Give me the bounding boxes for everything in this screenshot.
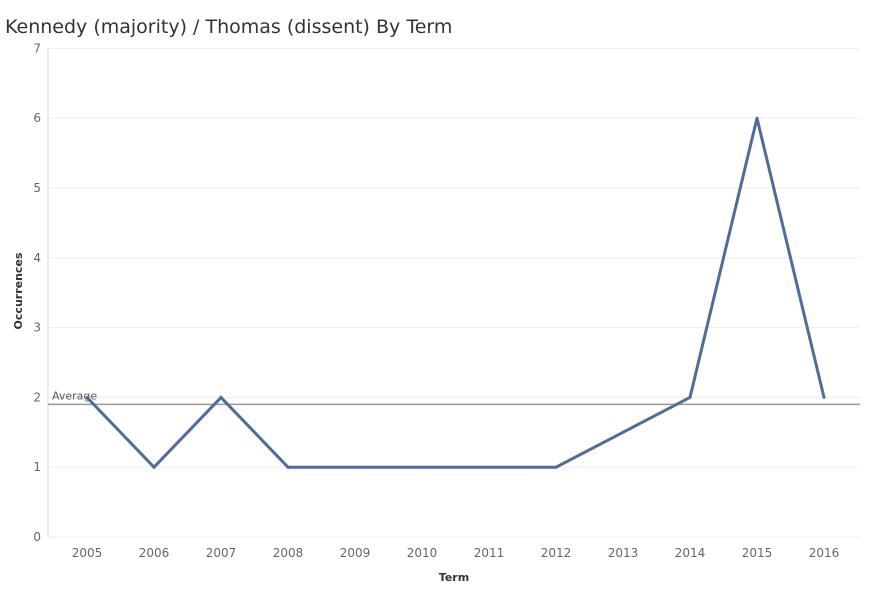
gridlines xyxy=(48,47,860,468)
y-axis-title: Occurrences xyxy=(12,252,25,329)
data-point[interactable] xyxy=(219,395,223,399)
x-tick-label: 2014 xyxy=(675,546,706,560)
x-tick-label: 2009 xyxy=(340,546,371,560)
data-point[interactable] xyxy=(353,465,357,469)
y-tick-label: 5 xyxy=(33,181,41,195)
y-tick-label: 4 xyxy=(33,251,41,265)
axes xyxy=(47,48,860,538)
x-tick-label: 2007 xyxy=(206,546,237,560)
x-tick-labels: 2005 2006 2007 2008 2009 2010 2011 2012 2013 2014… xyxy=(72,546,840,560)
data-point[interactable] xyxy=(822,395,826,399)
data-point[interactable] xyxy=(85,395,89,399)
data-point[interactable] xyxy=(420,465,424,469)
series-line xyxy=(85,117,826,470)
y-tick-label: 7 xyxy=(33,41,41,55)
y-tick-label: 6 xyxy=(33,111,41,125)
x-tick-label: 2006 xyxy=(139,546,170,560)
x-tick-label: 2016 xyxy=(809,546,840,560)
data-point[interactable] xyxy=(487,465,491,469)
data-point[interactable] xyxy=(554,465,558,469)
data-point[interactable] xyxy=(688,395,692,399)
y-tick-label: 1 xyxy=(33,460,41,474)
x-tick-label: 2010 xyxy=(407,546,438,560)
reference-line-group: Average xyxy=(48,389,860,406)
x-tick-label: 2013 xyxy=(608,546,639,560)
data-point[interactable] xyxy=(286,465,290,469)
x-tick-label: 2011 xyxy=(474,546,505,560)
average-reference-label: Average xyxy=(52,389,97,402)
y-tick-labels: 0 1 2 3 4 5 6 7 xyxy=(33,41,41,544)
data-point[interactable] xyxy=(755,116,759,120)
data-point[interactable] xyxy=(621,430,625,434)
x-tick-label: 2015 xyxy=(742,546,773,560)
series-group xyxy=(85,116,826,470)
y-tick-label: 3 xyxy=(33,321,41,335)
x-tick-label: 2012 xyxy=(541,546,572,560)
y-tick-label: 2 xyxy=(33,390,41,404)
x-axis-title: Term xyxy=(439,571,469,584)
chart-title: Kennedy (majority) / Thomas (dissent) By… xyxy=(5,16,452,38)
data-point[interactable] xyxy=(152,465,156,469)
x-tick-label: 2008 xyxy=(273,546,304,560)
x-tick-label: 2005 xyxy=(72,546,103,560)
y-tick-label: 0 xyxy=(33,530,41,544)
